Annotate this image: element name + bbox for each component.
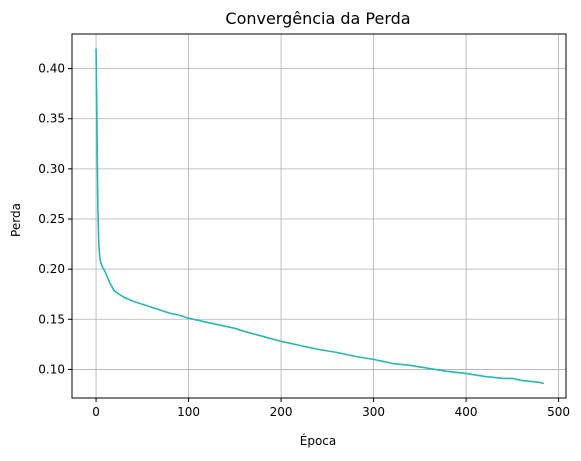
plot-frame	[71, 33, 567, 399]
loss-series-line	[95, 48, 545, 385]
x-tick-label: 400	[455, 405, 478, 419]
x-tick-label: 500	[547, 405, 570, 419]
x-tick-label: 100	[177, 405, 200, 419]
grid-layer	[72, 34, 566, 398]
y-tick-label: 0.10	[38, 362, 65, 376]
y-axis-label: Perda	[9, 203, 23, 237]
x-axis-label: Época	[300, 433, 337, 448]
y-tick-label: 0.20	[38, 262, 65, 276]
x-tick-label: 0	[92, 405, 100, 419]
chart-title: Convergência da Perda	[225, 9, 410, 28]
series-layer	[95, 48, 545, 385]
x-tick-label: 300	[362, 405, 385, 419]
y-tick-label: 0.25	[38, 212, 65, 226]
y-tick-label: 0.30	[38, 162, 65, 176]
y-tick-label: 0.15	[38, 312, 65, 326]
x-tick-label: 200	[270, 405, 293, 419]
y-tick-label: 0.35	[38, 112, 65, 126]
y-tick-label: 0.40	[38, 62, 65, 76]
tick-layer: 0 100 200 300 400 500 0.10 0.15 0.20 0.25 0.30 0.35…	[38, 62, 570, 419]
